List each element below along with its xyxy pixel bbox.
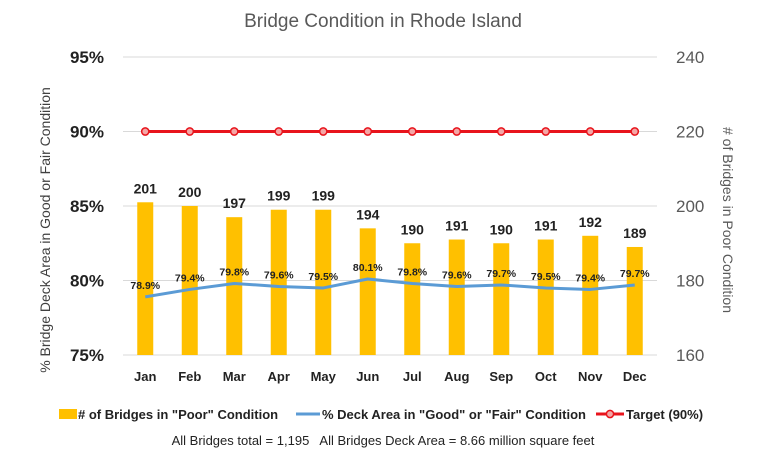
line-value-label: 79.8%: [397, 266, 427, 278]
line-value-label: 79.5%: [531, 271, 561, 283]
bar-data-labels: 201 200 197 199 199 194 190 191 190 191 192 189: [134, 180, 647, 241]
deck-area-line: [145, 277, 635, 299]
x-tick-label: Jun: [356, 369, 379, 384]
bar-value-label: 199: [312, 188, 336, 204]
chart-title: Bridge Condition in Rhode Island: [244, 11, 522, 32]
target-marker: [585, 127, 595, 136]
bar: [359, 228, 376, 355]
bar: [226, 217, 243, 355]
line-value-label: 79.8%: [219, 266, 249, 278]
target-marker: [407, 127, 417, 136]
bar-value-label: 191: [445, 218, 469, 234]
left-tick-label: 85%: [70, 197, 104, 216]
bar-value-label: 189: [623, 225, 647, 241]
left-axis-ticks: 75% 80% 85% 90% 95%: [70, 48, 104, 365]
left-tick-label: 90%: [70, 123, 104, 142]
x-tick-label: Feb: [178, 369, 201, 384]
bar: [270, 209, 287, 355]
right-tick-label: 200: [676, 197, 704, 216]
left-tick-label: 80%: [70, 272, 104, 291]
bar: [537, 239, 554, 355]
bar: [315, 209, 332, 355]
left-tick-label: 75%: [70, 346, 104, 365]
line-data-labels: 78.9% 79.4% 79.8% 79.6% 79.5% 80.1% 79.8% 79.6%…: [130, 262, 650, 292]
bar-value-label: 192: [579, 214, 603, 230]
legend-label-bars: # of Bridges in "Poor" Condition: [78, 407, 278, 422]
right-tick-label: 220: [676, 123, 704, 142]
x-tick-label: Aug: [444, 369, 469, 384]
bar: [448, 239, 465, 355]
legend-marker-target: [605, 409, 615, 419]
line-value-label: 79.4%: [175, 272, 205, 284]
target-marker: [630, 127, 640, 136]
bar: [137, 202, 154, 355]
target-marker: [496, 127, 506, 136]
x-tick-label: Oct: [535, 369, 557, 384]
x-tick-label: May: [311, 369, 337, 384]
footer-note: All Bridges total = 1,195 All Bridges De…: [171, 433, 595, 448]
line-value-label: 79.6%: [442, 269, 472, 281]
line-value-label: 78.9%: [130, 280, 160, 292]
x-axis-ticks: Jan Feb Mar Apr May Jun Jul Aug Sep Oct Nov Dec: [134, 369, 647, 384]
right-axis-label: # of Bridges in Poor Condition: [720, 127, 736, 313]
deck-area-series: [145, 277, 635, 299]
bar-series: [137, 202, 643, 355]
line-value-label: 79.7%: [620, 268, 650, 280]
left-axis-label: % Bridge Deck Area in Good or Fair Condi…: [37, 87, 53, 373]
target-marker: [140, 127, 150, 136]
legend-label-target: Target (90%): [626, 407, 703, 422]
line-value-label: 79.5%: [308, 271, 338, 283]
target-marker: [363, 127, 373, 136]
target-marker: [229, 127, 239, 136]
left-tick-label: 95%: [70, 48, 104, 67]
bar-value-label: 190: [401, 221, 425, 237]
target-marker: [318, 127, 328, 136]
bar: [626, 246, 643, 355]
legend-swatch-bars: [59, 409, 77, 419]
bar-value-label: 194: [356, 206, 380, 222]
x-tick-label: Apr: [268, 369, 290, 384]
bar: [181, 206, 198, 355]
x-tick-label: Sep: [489, 369, 513, 384]
bar-value-label: 201: [134, 180, 158, 196]
right-axis-ticks: 160 180 200 220 240: [676, 48, 704, 365]
bar-value-label: 200: [178, 184, 202, 200]
bar-value-label: 190: [490, 221, 514, 237]
target-marker: [452, 127, 462, 136]
x-tick-label: Dec: [623, 369, 647, 384]
x-tick-label: Mar: [223, 369, 246, 384]
bar: [493, 243, 510, 355]
bar-value-label: 197: [223, 195, 247, 211]
line-value-label: 79.4%: [575, 272, 605, 284]
x-tick-label: Nov: [578, 369, 603, 384]
x-tick-label: Jan: [134, 369, 156, 384]
right-tick-label: 180: [676, 272, 704, 291]
bar: [582, 235, 599, 355]
bar-value-label: 191: [534, 218, 558, 234]
right-tick-label: 240: [676, 48, 704, 67]
target-series: [140, 127, 640, 136]
legend: # of Bridges in "Poor" Condition % Deck A…: [59, 407, 703, 422]
line-value-label: 80.1%: [353, 262, 383, 274]
legend-label-deck: % Deck Area in "Good" or "Fair" Conditio…: [322, 407, 586, 422]
line-value-label: 79.7%: [486, 268, 516, 280]
target-marker: [185, 127, 195, 136]
bar-value-label: 199: [267, 188, 291, 204]
line-value-label: 79.6%: [264, 269, 294, 281]
target-marker: [541, 127, 551, 136]
right-tick-label: 160: [676, 346, 704, 365]
x-tick-label: Jul: [403, 369, 422, 384]
target-marker: [274, 127, 284, 136]
bar: [404, 243, 421, 355]
gridlines: [123, 56, 657, 356]
